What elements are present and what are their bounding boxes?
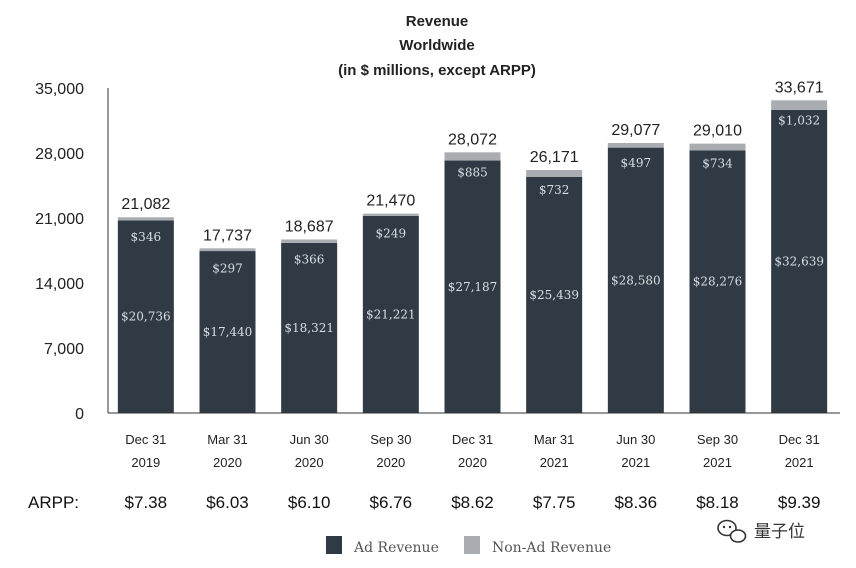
bar-total-label: 17,737 bbox=[203, 227, 252, 244]
ad-value-label: $28,580 bbox=[611, 273, 661, 287]
x-tick-label: Dec 31 bbox=[779, 432, 820, 447]
x-tick-label-year: 2020 bbox=[376, 455, 405, 470]
legend: Ad Revenue Non-Ad Revenue bbox=[326, 536, 611, 556]
x-tick-label: Mar 31 bbox=[534, 432, 574, 447]
y-tick-label: 35,000 bbox=[35, 81, 84, 98]
arpp-value: $7.75 bbox=[533, 493, 576, 512]
x-tick-label-year: 2021 bbox=[540, 455, 569, 470]
ad-value-label: $17,440 bbox=[203, 325, 253, 339]
x-tick-label: Sep 30 bbox=[697, 432, 738, 447]
chart-title-line-1: Revenue bbox=[406, 13, 469, 30]
bar-non-ad-revenue bbox=[607, 142, 664, 148]
bar-ad-revenue bbox=[117, 220, 174, 413]
bar-total-label: 29,010 bbox=[693, 123, 742, 140]
arpp-value: $6.76 bbox=[370, 493, 413, 512]
x-tick-label: Dec 31 bbox=[452, 432, 493, 447]
bar-non-ad-revenue bbox=[281, 239, 338, 243]
bar-ad-revenue bbox=[689, 150, 746, 414]
ad-value-label: $32,639 bbox=[774, 254, 824, 268]
bar-non-ad-revenue bbox=[444, 152, 501, 161]
non-ad-value-label: $297 bbox=[212, 261, 243, 275]
bar-total-label: 21,082 bbox=[121, 196, 170, 213]
bar-total-label: 29,077 bbox=[611, 122, 660, 139]
bar-non-ad-revenue bbox=[199, 248, 256, 252]
non-ad-value-label: $497 bbox=[621, 156, 652, 170]
arpp-label: ARPP: bbox=[28, 493, 79, 512]
ad-value-label: $28,276 bbox=[693, 275, 743, 289]
ad-value-label: $20,736 bbox=[121, 310, 171, 324]
bar-non-ad-revenue bbox=[117, 217, 174, 221]
bar-ad-revenue bbox=[771, 109, 828, 413]
legend-label-non-ad-revenue: Non-Ad Revenue bbox=[492, 540, 611, 556]
x-tick-label-year: 2021 bbox=[703, 455, 732, 470]
y-tick-label: 0 bbox=[75, 406, 84, 423]
y-tick-label: 7,000 bbox=[44, 341, 84, 358]
bar-ad-revenue bbox=[362, 215, 419, 413]
non-ad-value-label: $885 bbox=[457, 165, 488, 179]
legend-label-ad-revenue: Ad Revenue bbox=[353, 540, 439, 556]
bar-ad-revenue bbox=[526, 176, 583, 413]
wechat-icon bbox=[717, 519, 747, 543]
non-ad-value-label: $346 bbox=[131, 230, 162, 244]
y-axis: 0 7,000 14,000 21,000 28,000 35,000 bbox=[35, 81, 109, 423]
ad-value-label: $27,187 bbox=[448, 280, 498, 294]
arpp-row: $7.38 $6.03 $6.10 $6.76 $8.62 $7.75 $8.36 $8.18… bbox=[125, 493, 821, 512]
y-tick-label: 21,000 bbox=[35, 211, 84, 228]
x-tick-label-year: 2021 bbox=[785, 455, 814, 470]
non-ad-value-label: $734 bbox=[702, 157, 733, 171]
chart-title-line-2: Worldwide bbox=[399, 37, 475, 54]
x-tick-label: Mar 31 bbox=[207, 432, 247, 447]
arpp-value: $8.18 bbox=[696, 493, 739, 512]
bar-total-label: 21,470 bbox=[366, 193, 415, 210]
x-tick-label: Jun 30 bbox=[290, 432, 329, 447]
y-tick-label: 14,000 bbox=[35, 276, 84, 293]
ad-value-label: $18,321 bbox=[284, 321, 334, 335]
x-tick-label: Jun 30 bbox=[616, 432, 655, 447]
non-ad-value-label: $1,032 bbox=[778, 113, 820, 127]
watermark: 量子位 bbox=[717, 519, 805, 543]
non-ad-value-label: $732 bbox=[539, 183, 570, 197]
x-tick-label-year: 2021 bbox=[621, 455, 650, 470]
bar-total-label: 33,671 bbox=[775, 79, 824, 96]
chart-title-line-3: (in $ millions, except ARPP) bbox=[338, 62, 536, 79]
bar-ad-revenue bbox=[281, 242, 338, 413]
arpp-value: $7.38 bbox=[125, 493, 168, 512]
arpp-value: $6.10 bbox=[288, 493, 331, 512]
bar-non-ad-revenue bbox=[362, 213, 419, 216]
bars-group: 21,082 $346 $20,736 17,737 $297 $17,440 18,687… bbox=[117, 79, 828, 414]
y-tick-label: 28,000 bbox=[35, 146, 84, 163]
non-ad-value-label: $249 bbox=[376, 227, 407, 241]
x-tick-label-year: 2020 bbox=[458, 455, 487, 470]
bar-ad-revenue bbox=[199, 251, 256, 413]
bar-total-label: 26,171 bbox=[530, 149, 579, 166]
ad-value-label: $25,439 bbox=[529, 288, 579, 302]
x-axis: Dec 31 2019 Mar 31 2020 Jun 30 2020 Sep 30 2020… bbox=[108, 412, 840, 470]
non-ad-value-label: $366 bbox=[294, 252, 325, 266]
legend-swatch-non-ad-revenue bbox=[464, 536, 480, 554]
x-tick-label-year: 2020 bbox=[213, 455, 242, 470]
watermark-text: 量子位 bbox=[754, 522, 805, 542]
legend-swatch-ad-revenue bbox=[326, 536, 342, 554]
bar-non-ad-revenue bbox=[771, 100, 828, 110]
arpp-value: $6.03 bbox=[206, 493, 249, 512]
ad-value-label: $21,221 bbox=[366, 307, 416, 321]
arpp-value: $8.62 bbox=[451, 493, 494, 512]
bar-total-label: 18,687 bbox=[285, 218, 334, 235]
bar-total-label: 28,072 bbox=[448, 131, 497, 148]
bar-non-ad-revenue bbox=[689, 143, 746, 151]
bar-ad-revenue bbox=[607, 147, 664, 413]
arpp-value: $9.39 bbox=[778, 493, 821, 512]
x-tick-label: Sep 30 bbox=[370, 432, 411, 447]
bar-ad-revenue bbox=[444, 160, 501, 413]
arpp-value: $8.36 bbox=[615, 493, 658, 512]
x-tick-label-year: 2019 bbox=[131, 455, 160, 470]
bar-non-ad-revenue bbox=[526, 169, 583, 177]
x-tick-label-year: 2020 bbox=[295, 455, 324, 470]
x-tick-label: Dec 31 bbox=[125, 432, 166, 447]
